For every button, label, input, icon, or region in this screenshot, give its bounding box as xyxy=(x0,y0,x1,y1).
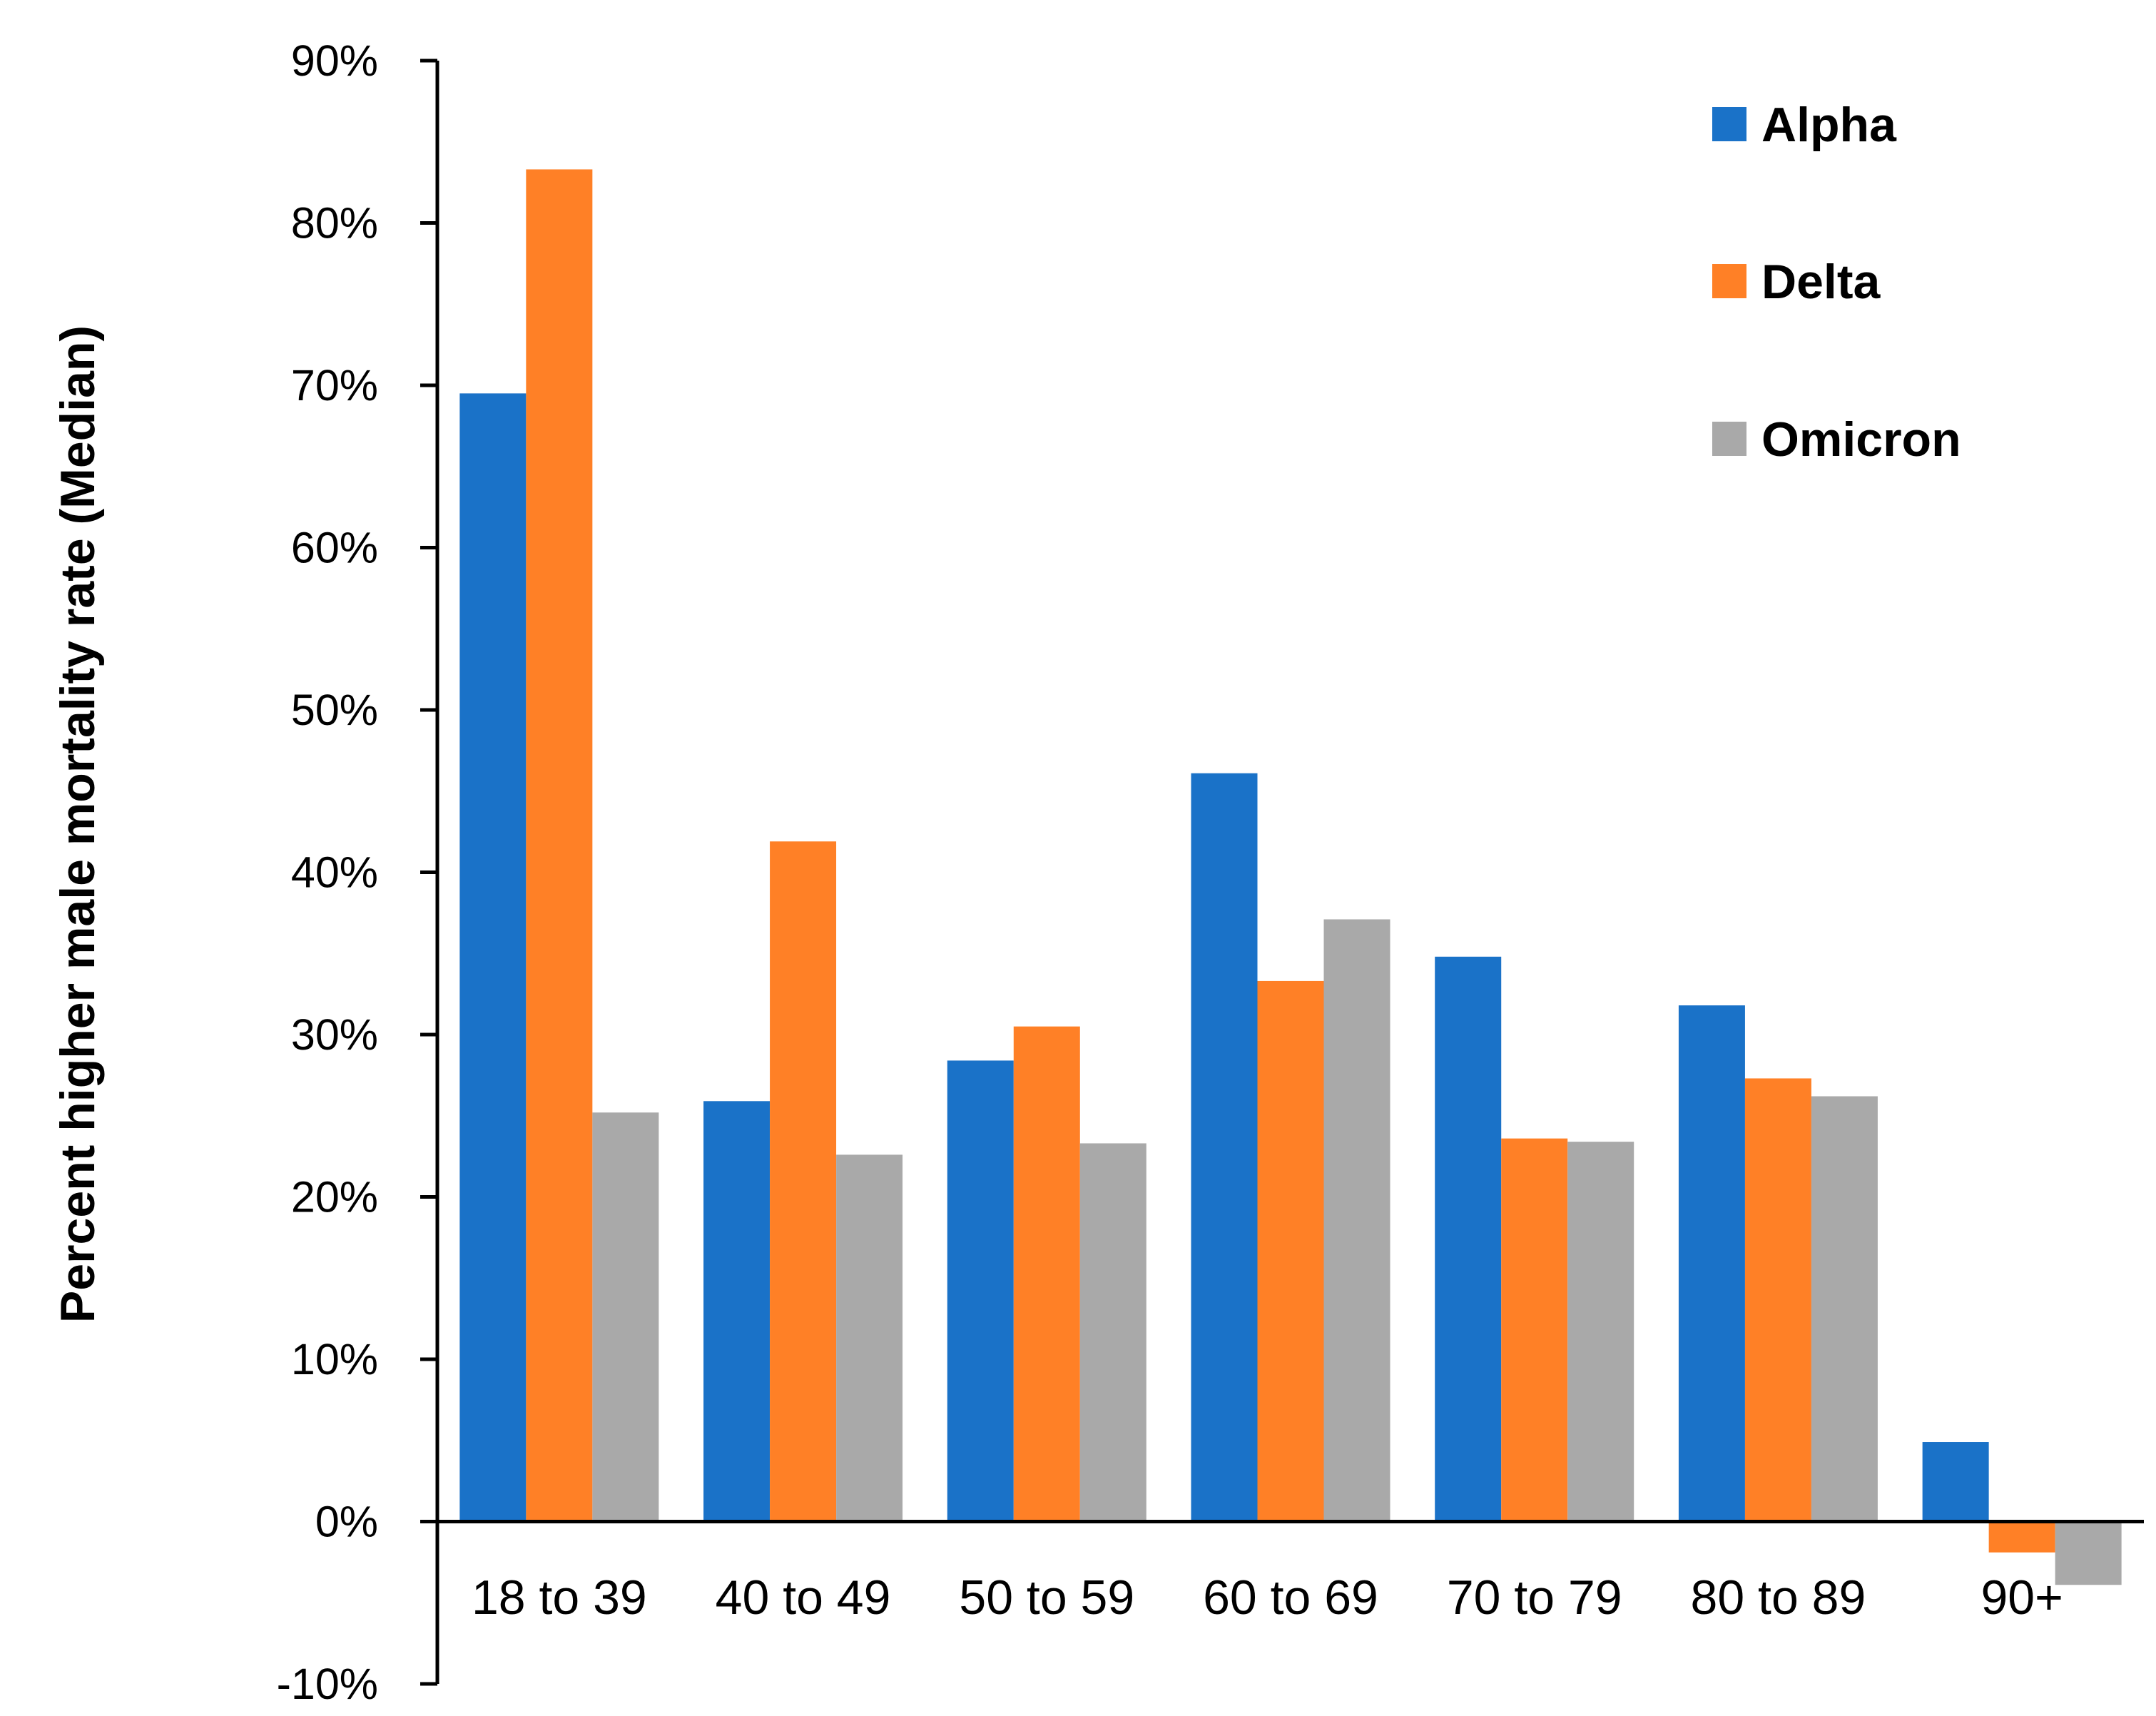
legend-swatch-delta xyxy=(1712,264,1746,298)
y-tick-label: 70% xyxy=(291,361,378,410)
legend-label-delta: Delta xyxy=(1761,255,1881,309)
legend: Alpha Delta Omicron xyxy=(1712,98,1961,467)
bar-alpha-1 xyxy=(703,1101,771,1522)
bar-alpha-2 xyxy=(947,1060,1014,1522)
y-tick-label: 20% xyxy=(291,1173,378,1222)
x-category-label: 60 to 69 xyxy=(1203,1570,1378,1625)
bar-delta-1 xyxy=(770,841,837,1522)
y-tick-label: 10% xyxy=(291,1335,378,1384)
legend-label-alpha: Alpha xyxy=(1761,98,1897,152)
x-category-label: 80 to 89 xyxy=(1691,1570,1866,1625)
x-category-label: 70 to 79 xyxy=(1447,1570,1622,1625)
legend-label-omicron: Omicron xyxy=(1761,412,1961,467)
category-labels: 18 to 39 40 to 49 50 to 59 60 to 69 70 to 79… xyxy=(472,1570,2063,1625)
bar-alpha-5 xyxy=(1678,1005,1745,1522)
bar-delta-0 xyxy=(526,169,593,1522)
legend-swatch-omicron xyxy=(1712,422,1746,456)
y-tick-label: 50% xyxy=(291,686,378,734)
legend-swatch-alpha xyxy=(1712,107,1746,141)
bar-omicron-0 xyxy=(592,1112,659,1522)
y-tick-label: 40% xyxy=(291,848,378,897)
y-axis: -10% 0% 10% 20% 30% 40% 50% 60% 70% 80% 90% xyxy=(277,36,439,1708)
bar-omicron-3 xyxy=(1323,919,1390,1522)
bar-delta-4 xyxy=(1501,1138,1568,1522)
bar-omicron-5 xyxy=(1811,1096,1878,1522)
y-tick-label: 60% xyxy=(291,524,378,572)
bar-omicron-1 xyxy=(836,1154,903,1522)
bar-alpha-3 xyxy=(1191,773,1258,1522)
bar-delta-5 xyxy=(1744,1078,1811,1522)
y-axis-title: Percent higher male mortality rate (Medi… xyxy=(51,325,105,1323)
bar-delta-2 xyxy=(1013,1026,1080,1522)
bar-delta-6 xyxy=(1988,1521,2055,1553)
bars xyxy=(459,169,2122,1585)
y-tick-label: 80% xyxy=(291,199,378,248)
bar-omicron-2 xyxy=(1079,1143,1146,1522)
x-category-label: 40 to 49 xyxy=(716,1570,891,1625)
y-tick-label: 30% xyxy=(291,1010,378,1059)
y-tick-label: -10% xyxy=(277,1660,378,1708)
x-category-label: 90+ xyxy=(1980,1570,2063,1625)
bar-delta-3 xyxy=(1257,980,1324,1522)
bar-alpha-4 xyxy=(1435,956,1502,1522)
bar-alpha-6 xyxy=(1922,1442,1989,1522)
x-category-label: 18 to 39 xyxy=(472,1570,647,1625)
x-category-label: 50 to 59 xyxy=(959,1570,1134,1625)
y-tick-label: 90% xyxy=(291,36,378,85)
bar-omicron-4 xyxy=(1567,1142,1634,1522)
y-tick-label: 0% xyxy=(315,1498,378,1546)
bar-alpha-0 xyxy=(459,393,527,1522)
bar-omicron-6 xyxy=(2055,1521,2122,1585)
